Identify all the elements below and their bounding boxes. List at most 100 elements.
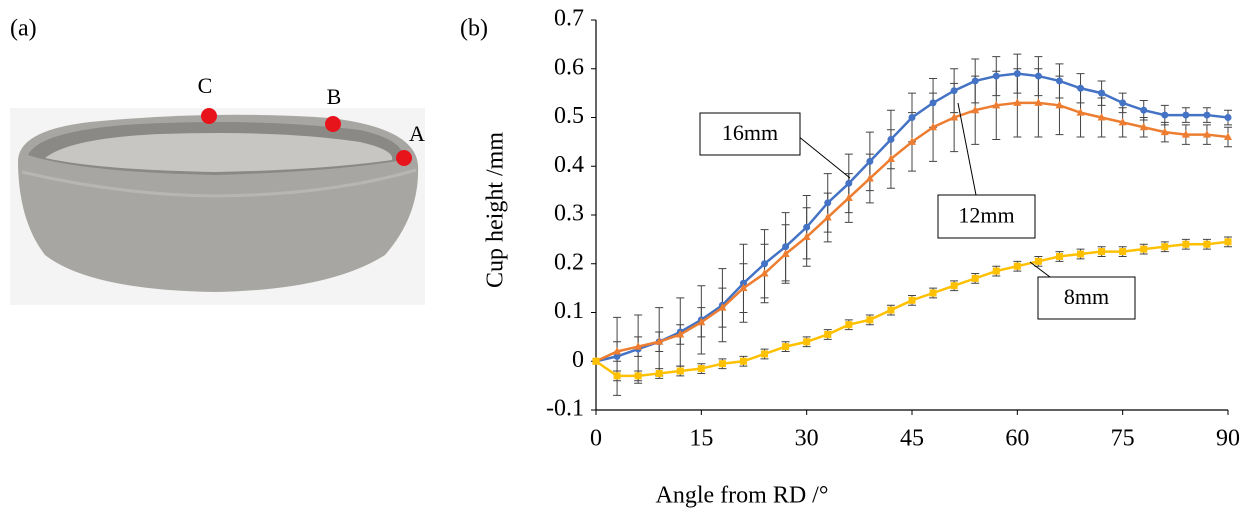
callout-box [1037,276,1136,320]
x-axis-label: Angle from RD /° [656,483,829,509]
data-point [613,352,621,360]
data-point [824,330,832,338]
data-point [760,269,769,277]
data-point [1098,248,1106,256]
data-point [1013,262,1021,270]
data-point [1203,240,1211,248]
data-point [929,122,938,131]
data-point [1182,111,1190,119]
x-tick-label: 0 [590,426,602,452]
data-point [802,232,811,240]
data-point [1161,243,1169,251]
y-axis-label: Cup height /mm [483,132,509,288]
data-point [950,282,958,290]
callout-label: 8mm [1064,284,1109,309]
data-point [1098,89,1106,97]
data-point [1055,100,1064,109]
x-tick-label: 90 [1216,426,1240,452]
data-point [697,317,706,326]
data-point [1203,111,1211,119]
data-point [676,367,684,375]
data-point [655,337,664,345]
data-point [887,135,895,143]
data-point [1202,130,1211,138]
data-point [1034,98,1043,106]
callout-label: 12mm [958,203,1014,228]
data-point [887,306,895,314]
data-point [718,303,727,311]
data-point [1119,248,1127,256]
callout-leader [957,102,977,196]
data-point [1077,84,1085,92]
point-label: A [409,121,425,146]
data-point [634,342,643,350]
data-point [1013,98,1022,106]
data-point [1140,106,1148,114]
data-point [1224,238,1232,246]
chart: Angle from RD /° Cup height /mm [483,132,829,509]
x-tick-label: 30 [795,426,819,452]
data-point [1013,70,1021,78]
data-point [1034,257,1042,265]
data-point [739,283,748,292]
y-tick-label: -0.1 [546,396,584,422]
x-tick-label: 60 [1005,426,1029,452]
data-point [823,212,832,221]
data-point [655,369,663,377]
data-point [676,329,685,338]
data-point [592,357,600,365]
data-point [1077,250,1085,258]
data-point [613,347,622,355]
x-tick-label: 15 [689,426,713,452]
data-point [1034,72,1042,80]
data-point [1224,132,1232,140]
data-point [992,100,1001,109]
data-point [992,267,1000,275]
data-point [739,279,747,287]
data-point [1119,99,1127,107]
data-point [782,243,790,251]
data-point [1097,113,1106,121]
photo: C B A [10,73,425,305]
data-point [781,249,790,257]
data-point [908,114,916,121]
data-point [739,357,747,365]
data-point [950,87,958,95]
y-tick-label: 0.6 [554,54,584,80]
y-tick-label: 0 [572,347,584,373]
data-point [866,157,874,165]
data-point [1076,108,1085,116]
data-point [634,372,642,380]
y-tick-label: 0.4 [554,152,584,178]
x-tick-label: 75 [1111,426,1135,452]
y-tick-label: 0.5 [554,103,584,129]
panel-label: (b) [460,16,488,42]
data-point [971,105,980,114]
data-point [761,350,769,358]
data-point [866,316,874,324]
data-point [845,321,853,329]
data-point [1161,111,1169,119]
data-point [1181,130,1190,138]
x-tick-label: 45 [900,426,924,452]
data-point [697,365,705,373]
callout-label: 16mm [722,120,778,145]
data-point [845,179,853,187]
callout-box [937,194,1036,239]
callout-leader [1029,261,1051,278]
data-point [950,113,959,121]
data-point [886,154,895,162]
point-label: B [327,84,342,109]
y-tick-label: 0.3 [554,201,584,227]
data-point [613,372,621,380]
data-point [929,289,937,297]
data-point [803,338,811,346]
data-point [908,296,916,304]
data-point [1224,114,1232,121]
y-tick-label: 0.7 [554,6,584,32]
data-point [929,99,937,107]
data-point [1055,77,1063,85]
data-point [1139,122,1148,131]
point-label: C [198,73,213,98]
data-point [1160,127,1169,136]
